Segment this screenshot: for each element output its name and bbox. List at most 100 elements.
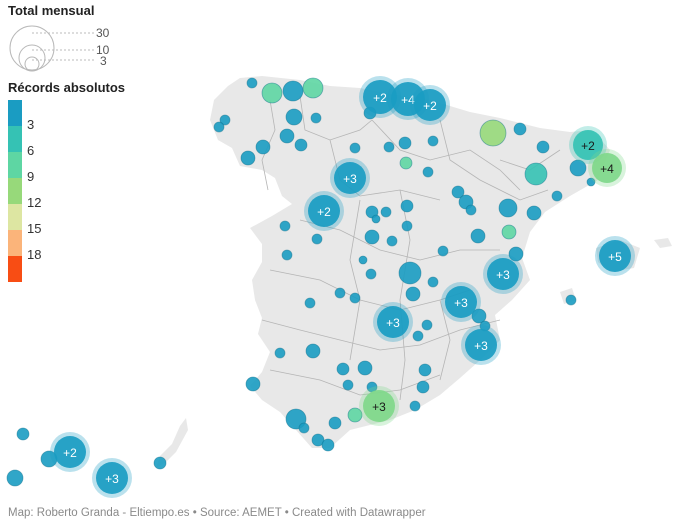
station-point[interactable]: [328, 416, 342, 430]
station-point[interactable]: [342, 379, 354, 391]
station-point[interactable]: [586, 177, 596, 187]
footer-credits: Map: Roberto Granda - Eltiempo.es • Sour…: [8, 507, 426, 519]
color-legend: 3 6 9 12 15 18: [8, 100, 88, 290]
station-point[interactable]: [347, 407, 363, 423]
station-point[interactable]: [305, 343, 321, 359]
station-point[interactable]: [255, 139, 271, 155]
station-cluster[interactable]: +2: [359, 76, 401, 118]
station-point[interactable]: [470, 228, 486, 244]
station-point[interactable]: [279, 220, 291, 232]
station-cluster[interactable]: +2: [50, 432, 90, 472]
station-point[interactable]: [365, 268, 377, 280]
station-point[interactable]: [565, 294, 577, 306]
station-point[interactable]: [383, 141, 395, 153]
station-cluster[interactable]: +5: [595, 236, 635, 276]
station-point[interactable]: [213, 121, 225, 133]
station-cluster[interactable]: +3: [359, 386, 399, 426]
station-point[interactable]: [398, 136, 412, 150]
station-cluster[interactable]: +2: [304, 191, 344, 231]
station-point[interactable]: [310, 112, 322, 124]
station-cluster[interactable]: +3: [373, 302, 413, 342]
station-point[interactable]: [285, 108, 303, 126]
station-point[interactable]: [380, 206, 392, 218]
station-point[interactable]: [281, 249, 293, 261]
station-point[interactable]: [421, 319, 433, 331]
station-cluster[interactable]: +2: [569, 126, 607, 164]
color-tick-3: 3: [27, 117, 35, 132]
station-cluster[interactable]: +3: [92, 458, 132, 498]
station-point[interactable]: [427, 276, 439, 288]
station-point[interactable]: [524, 162, 548, 186]
color-tick-12: 12: [27, 195, 42, 210]
size-legend: [9, 25, 96, 72]
station-point[interactable]: [451, 185, 465, 199]
station-point[interactable]: [364, 229, 380, 245]
station-point[interactable]: [427, 135, 439, 147]
station-point[interactable]: [153, 456, 167, 470]
station-point[interactable]: [401, 220, 413, 232]
station-point[interactable]: [501, 224, 517, 240]
station-point[interactable]: [465, 204, 477, 216]
station-cluster[interactable]: +3: [330, 158, 370, 198]
station-point[interactable]: [551, 190, 563, 202]
station-point[interactable]: [399, 156, 413, 170]
station-point[interactable]: [437, 245, 449, 257]
cluster-count-label: +4: [401, 93, 415, 107]
station-point[interactable]: [357, 360, 373, 376]
station-point[interactable]: [569, 159, 587, 177]
station-point[interactable]: [422, 166, 434, 178]
station-point[interactable]: [471, 308, 487, 324]
station-point[interactable]: [371, 214, 381, 224]
station-point[interactable]: [400, 199, 414, 213]
cluster-count-label: +3: [386, 316, 400, 330]
cluster-count-label: +2: [317, 205, 331, 219]
station-point[interactable]: [386, 235, 398, 247]
station-point[interactable]: [279, 128, 295, 144]
station-point[interactable]: [219, 114, 231, 126]
station-cluster[interactable]: +3: [461, 325, 501, 365]
station-point[interactable]: [536, 140, 550, 154]
cluster-count-label: +3: [105, 472, 119, 486]
station-point[interactable]: [246, 77, 258, 89]
station-point[interactable]: [6, 469, 24, 487]
station-point[interactable]: [274, 347, 286, 359]
station-point[interactable]: [508, 246, 524, 262]
station-cluster[interactable]: +2: [410, 85, 450, 125]
station-point[interactable]: [349, 142, 361, 154]
station-point[interactable]: [409, 400, 421, 412]
station-point[interactable]: [498, 198, 518, 218]
station-cluster[interactable]: +3: [483, 254, 523, 294]
station-point[interactable]: [416, 380, 430, 394]
station-cluster[interactable]: +3: [441, 282, 481, 322]
station-point[interactable]: [16, 427, 30, 441]
station-point[interactable]: [358, 255, 368, 265]
station-point[interactable]: [304, 297, 316, 309]
station-point[interactable]: [311, 233, 323, 245]
station-point[interactable]: [261, 82, 283, 104]
station-point[interactable]: [282, 80, 304, 102]
station-point[interactable]: [245, 376, 261, 392]
station-point[interactable]: [418, 363, 432, 377]
station-point[interactable]: [311, 433, 325, 447]
station-point[interactable]: [336, 362, 350, 376]
station-point[interactable]: [302, 77, 324, 99]
station-point[interactable]: [294, 138, 308, 152]
station-point[interactable]: [405, 286, 421, 302]
station-point[interactable]: [513, 122, 527, 136]
station-point[interactable]: [526, 205, 542, 221]
station-point[interactable]: [479, 119, 507, 147]
cluster-count-label: +3: [454, 296, 468, 310]
station-clusters: +2 +4 +2 +3 +2 +2 +4 +5 +3 +3 +3 +3 +3 +2 +3: [50, 76, 635, 498]
station-point[interactable]: [412, 330, 424, 342]
color-tick-9: 9: [27, 169, 35, 184]
station-point[interactable]: [398, 261, 422, 285]
station-point[interactable]: [321, 438, 335, 452]
cluster-count-label: +2: [63, 446, 77, 460]
cluster-count-label: +3: [496, 268, 510, 282]
station-cluster[interactable]: +4: [588, 149, 626, 187]
station-point[interactable]: [298, 422, 310, 434]
cluster-count-label: +3: [474, 339, 488, 353]
station-point[interactable]: [240, 150, 256, 166]
station-point[interactable]: [349, 292, 361, 304]
station-point[interactable]: [334, 287, 346, 299]
